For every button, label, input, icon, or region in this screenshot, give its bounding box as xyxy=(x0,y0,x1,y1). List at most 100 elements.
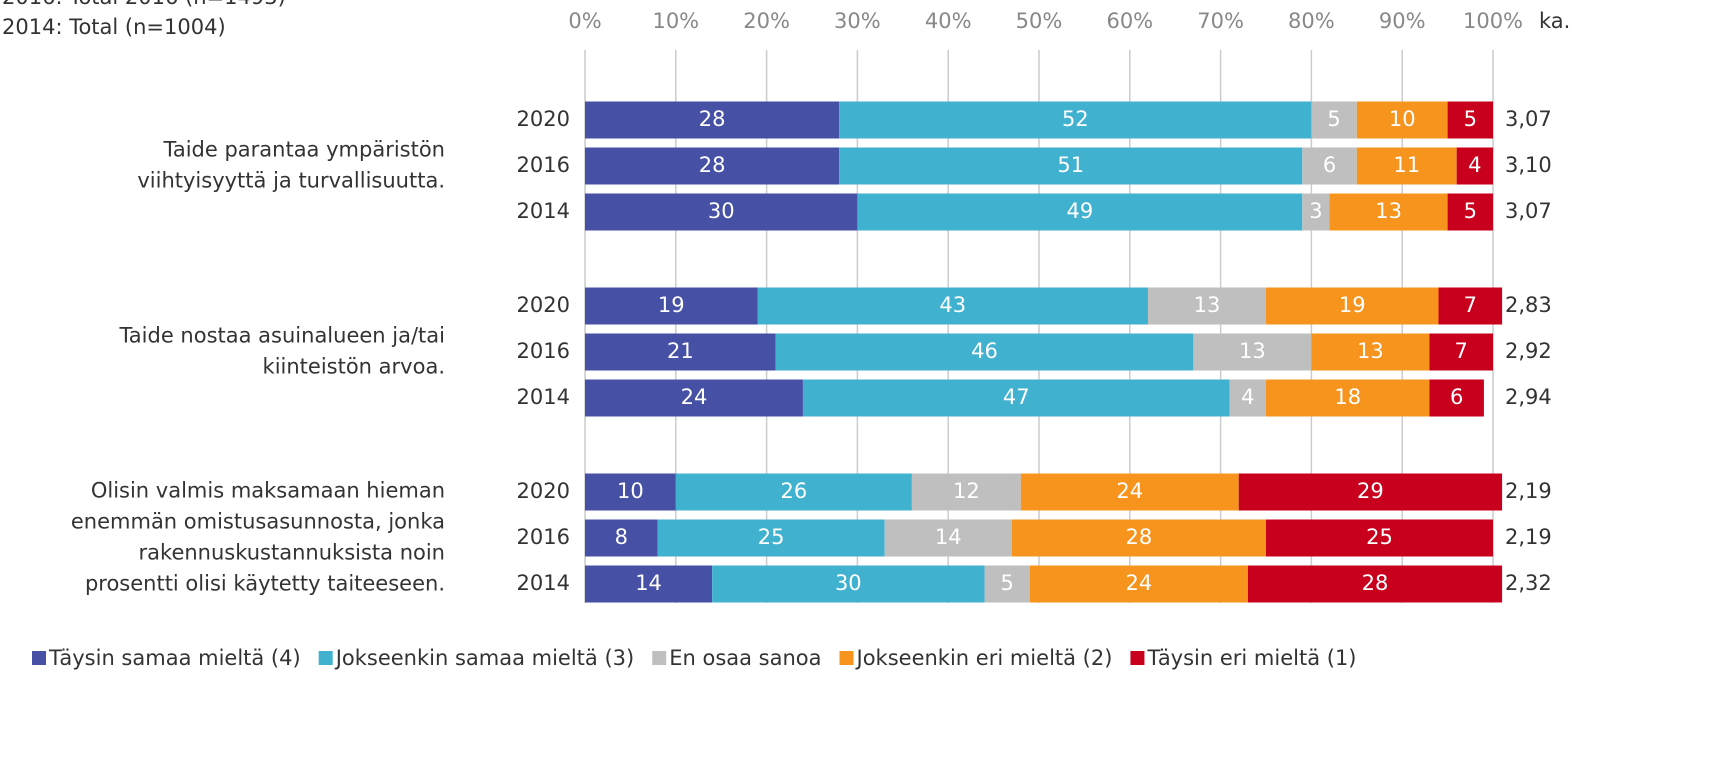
legend-swatch xyxy=(32,651,46,665)
x-tick-label: 30% xyxy=(834,9,881,33)
y-tick-label: 2016 xyxy=(517,339,570,363)
data-label: 24 xyxy=(1116,479,1143,503)
x-tick-label: 70% xyxy=(1197,9,1244,33)
legend-label: Täysin samaa mieltä (4) xyxy=(48,646,301,670)
bar-segment xyxy=(1147,287,1266,325)
group-label: Taide parantaa ympäristön xyxy=(162,138,445,162)
bar-segment xyxy=(1438,287,1503,325)
x-tick-label: 60% xyxy=(1106,9,1153,33)
bar-segment xyxy=(1356,101,1448,139)
x-tick-label: 40% xyxy=(925,9,972,33)
group-label: viihtyisyyttä ja turvallisuutta. xyxy=(137,169,445,193)
data-label: 5 xyxy=(1464,199,1477,223)
mean-value: 2,19 xyxy=(1505,525,1552,549)
data-label: 28 xyxy=(699,107,726,131)
mean-value: 3,10 xyxy=(1505,153,1552,177)
data-label: 13 xyxy=(1357,339,1384,363)
y-tick-label: 2020 xyxy=(517,479,570,503)
legend-swatch xyxy=(318,651,333,665)
bar-segment xyxy=(775,333,1194,371)
data-label: 13 xyxy=(1239,339,1266,363)
group-label: enemmän omistusasunnosta, jonka xyxy=(71,510,445,534)
bar-segment xyxy=(911,473,1021,511)
note: 2016: Total 2016 (n=1493) xyxy=(2,0,286,9)
data-label: 51 xyxy=(1057,153,1084,177)
y-tick-label: 2014 xyxy=(517,385,570,409)
data-label: 52 xyxy=(1062,107,1089,131)
bar-segment xyxy=(1266,519,1493,557)
x-tick-label: 80% xyxy=(1288,9,1335,33)
data-label: 6 xyxy=(1323,153,1336,177)
bar-segment xyxy=(585,287,758,325)
mean-value: 2,19 xyxy=(1505,479,1552,503)
data-label: 10 xyxy=(1389,107,1416,131)
bar-segment xyxy=(839,147,1303,185)
bar-segment xyxy=(802,379,1230,417)
data-label: 6 xyxy=(1450,385,1463,409)
data-label: 5 xyxy=(1327,107,1340,131)
data-label: 30 xyxy=(708,199,735,223)
bar-segment xyxy=(1429,333,1493,371)
data-label: 14 xyxy=(935,525,962,549)
legend-swatch xyxy=(839,651,854,665)
mean-value: 2,83 xyxy=(1505,293,1552,317)
bar-segment xyxy=(1302,193,1330,231)
x-tick-label: 0% xyxy=(568,9,601,33)
data-label: 11 xyxy=(1393,153,1420,177)
legend-swatch xyxy=(1130,651,1145,665)
data-label: 28 xyxy=(1362,571,1389,595)
legend-label: Täysin eri mieltä (1) xyxy=(1146,646,1356,670)
y-tick-label: 2016 xyxy=(517,153,570,177)
legend-label: Jokseenkin samaa mieltä (3) xyxy=(334,646,635,670)
group-label: kiinteistön arvoa. xyxy=(263,355,445,379)
bar-segment xyxy=(675,473,912,511)
bar-segment xyxy=(712,565,985,603)
bar-segment xyxy=(585,193,858,231)
data-label: 14 xyxy=(635,571,662,595)
x-tick-label: 20% xyxy=(743,9,790,33)
bar-segment xyxy=(585,101,840,139)
legend-label: En osaa sanoa xyxy=(669,646,821,670)
data-label: 10 xyxy=(617,479,644,503)
bar-segment xyxy=(984,565,1030,603)
data-label: 7 xyxy=(1455,339,1468,363)
legend-swatch xyxy=(652,651,667,665)
bar-segment xyxy=(1193,333,1312,371)
bar-segment xyxy=(857,193,1303,231)
bar-segment xyxy=(1447,101,1493,139)
data-label: 19 xyxy=(1339,293,1366,317)
x-tick-label: 90% xyxy=(1379,9,1426,33)
group-label: Olisin valmis maksamaan hieman xyxy=(91,479,445,503)
mean-value: 2,94 xyxy=(1505,385,1552,409)
data-label: 5 xyxy=(1001,571,1014,595)
mean-value: 2,32 xyxy=(1505,571,1552,595)
group-label: prosentti olisi käytetty taiteeseen. xyxy=(85,572,445,596)
y-tick-label: 2020 xyxy=(517,107,570,131)
data-label: 28 xyxy=(1126,525,1153,549)
mean-value: 3,07 xyxy=(1505,199,1552,223)
data-label: 3 xyxy=(1309,199,1322,223)
bar-segment xyxy=(1429,379,1484,417)
data-label: 28 xyxy=(699,153,726,177)
data-label: 19 xyxy=(658,293,685,317)
data-label: 47 xyxy=(1003,385,1030,409)
data-label: 7 xyxy=(1464,293,1477,317)
bar-segment xyxy=(1266,287,1439,325)
bar-segment xyxy=(1029,565,1248,603)
bar-segment xyxy=(585,565,713,603)
data-label: 43 xyxy=(939,293,966,317)
bar-segment xyxy=(585,147,840,185)
data-label: 13 xyxy=(1375,199,1402,223)
bar-segment xyxy=(657,519,885,557)
bar-segment xyxy=(1238,473,1503,511)
bar-segment xyxy=(1447,193,1493,231)
data-label: 4 xyxy=(1468,153,1481,177)
data-label: 25 xyxy=(1366,525,1393,549)
bar-segment xyxy=(1011,519,1266,557)
data-label: 21 xyxy=(667,339,694,363)
data-label: 12 xyxy=(953,479,980,503)
data-label: 18 xyxy=(1334,385,1361,409)
bar-segment xyxy=(1229,379,1266,417)
bar-segment xyxy=(1247,565,1503,603)
